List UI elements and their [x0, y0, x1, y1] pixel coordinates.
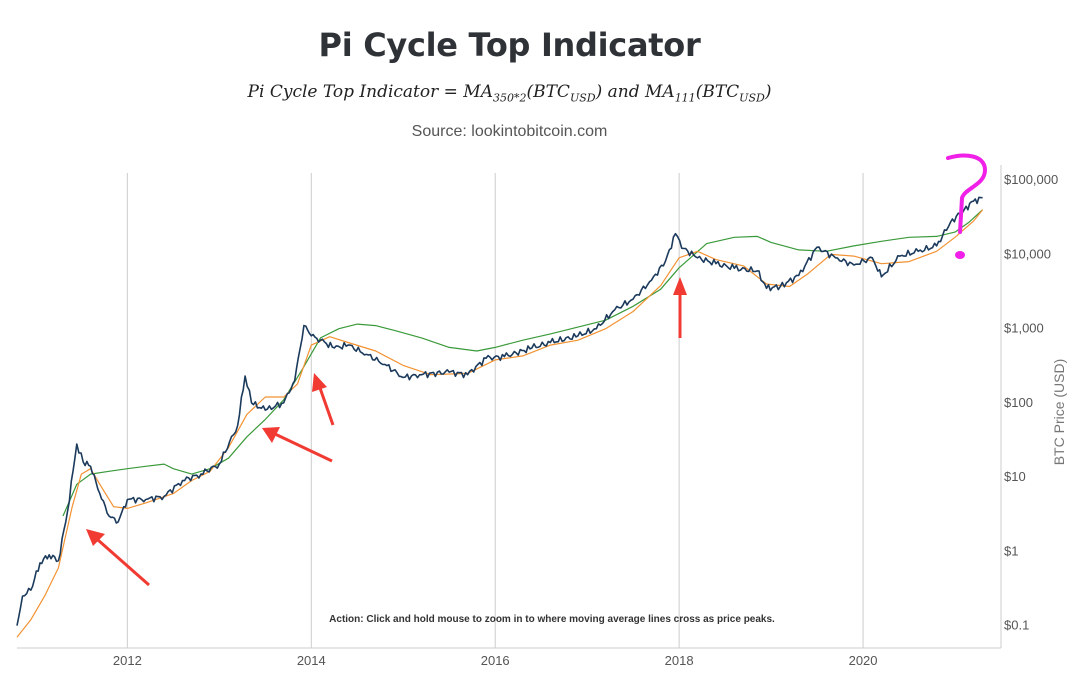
y-tick-label: $0.1: [1004, 618, 1029, 633]
formula-mid: (BTC: [526, 82, 570, 102]
arrow-2018: [673, 277, 687, 338]
chart-source: Source: lookintobitcoin.com: [411, 123, 608, 140]
arrow-2013-b: [312, 373, 335, 426]
y-axis-title: BTC Price (USD): [1051, 359, 1067, 466]
formula-end: ): [764, 82, 772, 102]
y-axis-ticks: $0.1 $1 $10 $100 $1,000 $10,000 $100,000: [1004, 172, 1058, 632]
y-tick-label: $1: [1004, 543, 1018, 558]
chart-title: Pi Cycle Top Indicator: [318, 26, 701, 64]
arrow-2013-a: [262, 427, 333, 463]
series-line-ma_111[interactable]: [16, 209, 984, 638]
chart-formula: Pi Cycle Top Indicator = MA350*2(BTCUSD)…: [0, 82, 1019, 104]
y-tick-label: $10: [1004, 469, 1026, 484]
x-axis-ticks: 2012 2014 2016 2018 2020: [113, 653, 878, 668]
formula-lhs: Pi Cycle Top Indicator = MA: [247, 82, 493, 102]
formula-sub-111: 111: [674, 91, 696, 105]
formula-sub-usd-1: USD: [569, 91, 596, 105]
series-line-price[interactable]: [16, 196, 983, 626]
x-tick-label-2014: 2014: [297, 653, 326, 668]
action-note: Action: Click and hold mouse to zoom in …: [329, 614, 775, 625]
y-tick-label: $1,000: [1004, 321, 1044, 336]
formula-mid2: ) and MA: [595, 82, 675, 102]
annotation-arrows: [86, 277, 687, 587]
formula-sub-350: 350*2: [492, 91, 527, 105]
x-tick-label-2012: 2012: [113, 653, 142, 668]
y-tick-label: $100,000: [1004, 172, 1058, 187]
x-tick-label-2016: 2016: [481, 653, 510, 668]
x-tick-label-2018: 2018: [665, 653, 694, 668]
series-layer: [16, 196, 984, 638]
x-tick-label-2020: 2020: [849, 653, 878, 668]
formula-mid3: (BTC: [695, 82, 740, 102]
annotation-question-mark: [946, 153, 988, 259]
arrow-2011: [86, 529, 150, 587]
vertical-grid: [126, 173, 864, 648]
y-tick-label: $100: [1004, 395, 1033, 410]
formula-sub-usd-2: USD: [739, 91, 765, 105]
y-tick-label: $10,000: [1004, 246, 1051, 261]
